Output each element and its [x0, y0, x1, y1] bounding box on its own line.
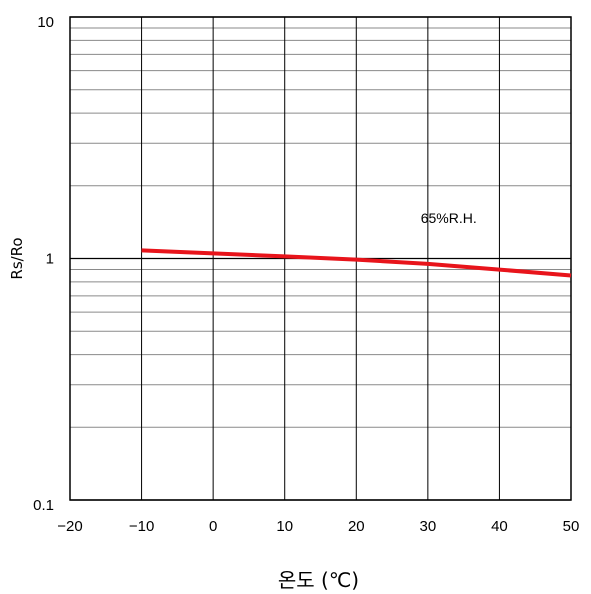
annotations: 65%R.H.: [421, 210, 477, 226]
x-tick-label: 20: [348, 518, 365, 535]
x-tick-label: 30: [420, 518, 437, 535]
x-tick-labels: −20 −10 0 10 20 30 40 50: [57, 518, 579, 535]
series-layer: [141, 248, 572, 278]
y-axis-label: Rs/Ro: [8, 237, 26, 279]
plot-frame: [69, 16, 572, 501]
y-tick-label: 0.1: [33, 497, 54, 514]
y-tick-labels: 0.1 1 10: [33, 14, 54, 514]
y-tick-label: 10: [37, 14, 54, 31]
x-tick-label: 50: [563, 518, 580, 535]
series-line: [141, 248, 572, 278]
x-tick-label: 0: [209, 518, 217, 535]
x-tick-label: −20: [57, 518, 82, 535]
x-tick-label: 40: [491, 518, 508, 535]
y-tick-label: 1: [46, 251, 54, 268]
x-tick-label: 10: [276, 518, 293, 535]
x-tick-label: −10: [129, 518, 154, 535]
annotation-label: 65%R.H.: [421, 210, 477, 226]
x-axis-label: 온도 (℃): [278, 568, 359, 592]
grid-minor: [70, 27, 571, 428]
